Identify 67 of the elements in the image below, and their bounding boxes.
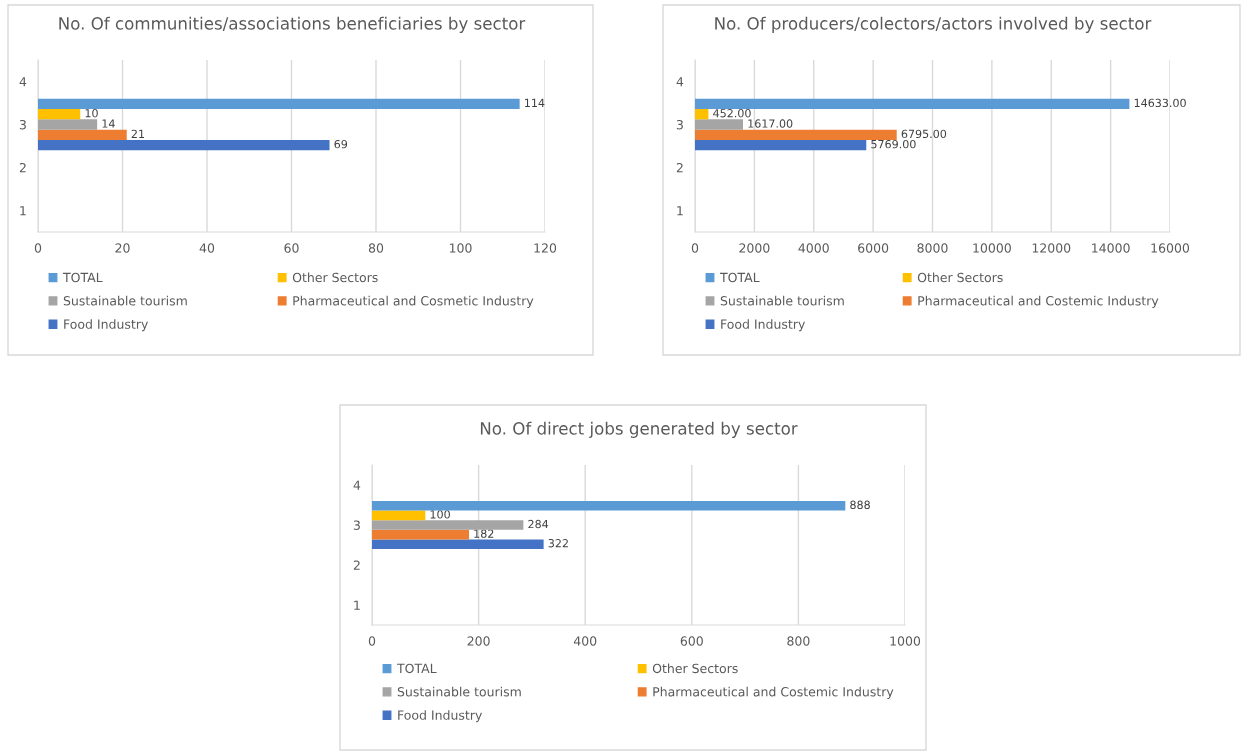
x-tick-label: 0 — [34, 243, 42, 253]
y-tick-label: 3 — [19, 119, 26, 130]
legend-label: Sustainable tourism — [397, 686, 521, 697]
data-label: 6795.00 — [901, 129, 947, 139]
data-label: 322 — [548, 539, 568, 548]
legend-label: Sustainable tourism — [720, 295, 844, 306]
x-tick-label: 200 — [467, 636, 490, 646]
data-label: 21 — [131, 129, 144, 138]
data-label: 14 — [102, 119, 115, 128]
x-tick-label: 0 — [368, 636, 376, 646]
data-label: 69 — [334, 139, 348, 149]
x-tick-label: 40 — [199, 243, 215, 253]
legend-label: Food Industry — [398, 710, 482, 723]
x-tick-label: 80 — [368, 243, 384, 253]
legend-label: Pharmaceutical and Cosmetic Industry — [293, 295, 534, 308]
y-tick-label: 1 — [354, 600, 360, 610]
x-tick-label: 20 — [115, 243, 130, 253]
legend-label: Sustainable tourism — [63, 295, 187, 306]
data-label: 1617.00 — [748, 119, 793, 128]
x-tick-label: 8000 — [917, 243, 948, 253]
x-tick-label: 400 — [573, 636, 597, 646]
data-label: 5769.00 — [871, 139, 916, 149]
x-tick-label: 600 — [680, 636, 703, 646]
legend-label: TOTAL — [719, 272, 760, 283]
y-tick-label: 1 — [677, 206, 683, 216]
y-tick-label: 4 — [676, 77, 684, 87]
data-label: 182 — [474, 529, 494, 538]
x-tick-label: 120 — [534, 243, 557, 253]
legend-label: Food Industry — [64, 319, 148, 332]
data-label: 14633.00 — [1134, 98, 1186, 108]
x-tick-label: 1000 — [890, 636, 921, 646]
y-tick-label: 4 — [353, 480, 361, 490]
y-tick-label: 1 — [20, 206, 26, 216]
y-tick-label: 2 — [19, 162, 26, 173]
data-label: 100 — [430, 510, 450, 519]
x-tick-label: 10000 — [973, 243, 1011, 253]
legend-label: Pharmaceutical and Costemic Industry — [918, 295, 1159, 308]
y-tick-label: 3 — [676, 119, 683, 130]
y-tick-label: 2 — [353, 560, 360, 570]
y-tick-label: 4 — [19, 77, 27, 87]
legend-label: TOTAL — [62, 272, 103, 283]
chart-title: No. Of communities/associations beneficiaries by sector — [59, 16, 526, 33]
chart-title: No. Of direct jobs generated by sector — [480, 421, 798, 438]
data-label: 452.00 — [713, 109, 751, 118]
legend-label: Other Sectors — [917, 272, 1003, 283]
chart-title: No. Of producers/colectors/actors involved by sector — [715, 16, 1152, 33]
x-tick-label: 60 — [284, 243, 299, 253]
legend-label: Pharmaceutical and Costemic Industry — [653, 686, 894, 699]
y-tick-label: 3 — [353, 520, 360, 530]
x-tick-label: 2000 — [739, 243, 770, 253]
x-tick-label: 6000 — [858, 243, 889, 253]
legend-label: Food Industry — [721, 319, 805, 332]
data-label: 284 — [528, 519, 549, 529]
legend-label: Other Sectors — [292, 272, 378, 283]
y-tick-label: 2 — [676, 162, 683, 173]
x-tick-label: 12000 — [1032, 243, 1071, 253]
legend-label: Other Sectors — [652, 663, 738, 674]
data-label: 114 — [525, 98, 545, 107]
x-tick-label: 16000 — [1151, 243, 1190, 253]
x-tick-label: 14000 — [1092, 243, 1130, 253]
data-label: 888 — [850, 500, 870, 510]
x-tick-label: 100 — [449, 243, 472, 253]
legend-label: TOTAL — [396, 663, 437, 674]
x-tick-label: 4000 — [798, 243, 829, 253]
data-label: 10 — [85, 109, 98, 118]
x-tick-label: 800 — [787, 636, 810, 646]
x-tick-label: 0 — [691, 243, 699, 253]
